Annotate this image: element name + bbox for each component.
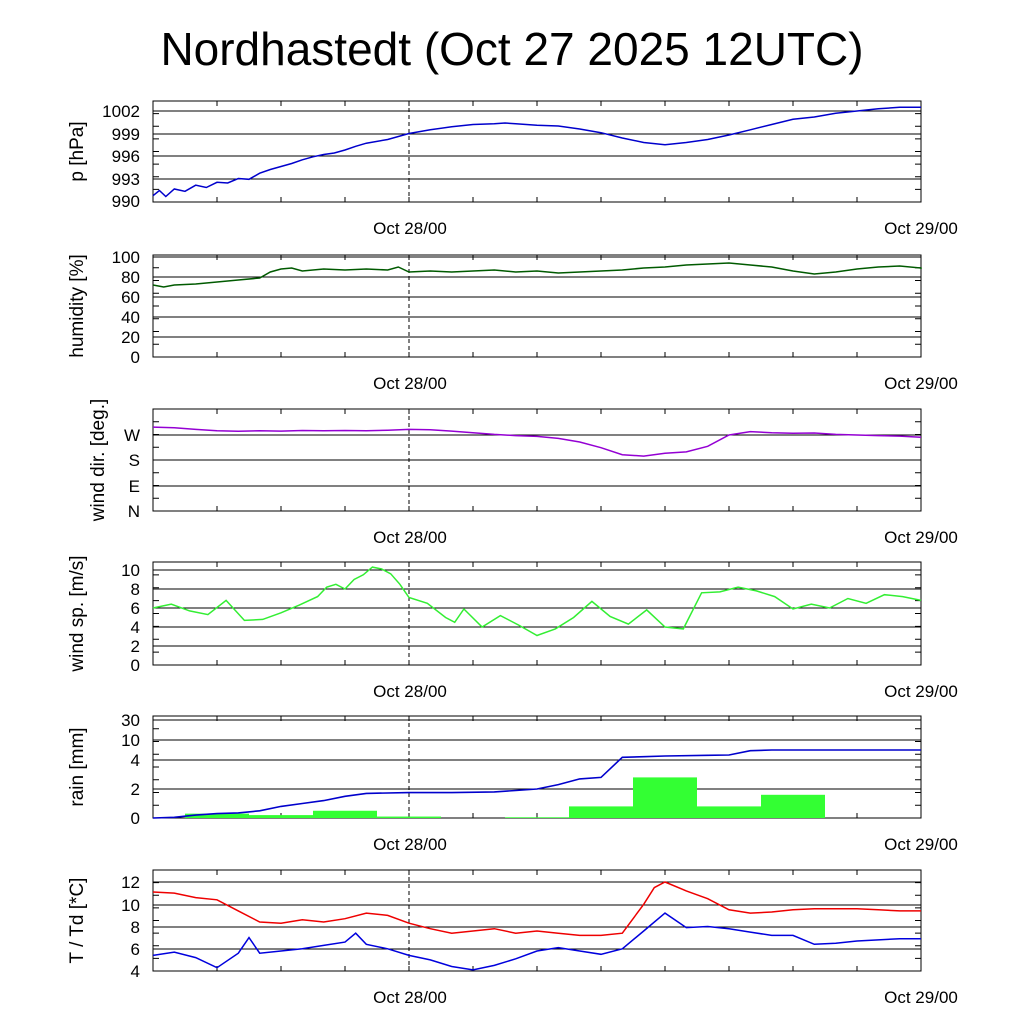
y-tick-label: 100 <box>112 248 140 267</box>
y-tick-label: 40 <box>121 308 140 327</box>
y-tick-label: 12 <box>121 873 140 892</box>
x-tick-label: Oct 29/00 <box>884 682 958 701</box>
y-tick-label: 20 <box>121 328 140 347</box>
chart-title: Nordhastedt (Oct 27 2025 12UTC) <box>160 23 864 75</box>
rain-bar <box>249 815 313 818</box>
y-axis-label: humidity [%] <box>67 254 88 357</box>
y-tick-label: 10 <box>121 731 140 750</box>
y-axis-label: p [hPa] <box>67 121 88 181</box>
y-tick-label: E <box>129 477 140 496</box>
y-tick-label: 4 <box>131 962 140 981</box>
rain-bar <box>633 777 697 818</box>
y-tick-label: 10 <box>121 561 140 580</box>
y-axis-label: T / Td [*C] <box>67 878 88 964</box>
series-line-0 <box>152 106 921 198</box>
y-tick-label: 4 <box>131 751 140 770</box>
series-line-0 <box>152 262 922 288</box>
rain-bar <box>569 806 633 818</box>
y-tick-label: 2 <box>131 637 140 656</box>
y-tick-label: S <box>129 451 140 470</box>
x-tick-label: Oct 28/00 <box>373 988 447 1007</box>
y-tick-label: 990 <box>112 192 140 211</box>
y-tick-label: W <box>124 426 140 445</box>
series-line-0 <box>152 881 921 937</box>
rain-bar <box>697 806 761 818</box>
rain-bar <box>313 810 377 818</box>
y-tick-label: 6 <box>131 940 140 959</box>
panel-frame <box>152 561 922 666</box>
rain-bar <box>761 794 825 818</box>
y-tick-label: 8 <box>131 580 140 599</box>
y-tick-label: 10 <box>121 896 140 915</box>
x-tick-label: Oct 28/00 <box>373 528 447 547</box>
y-tick-label: 0 <box>131 348 140 367</box>
y-tick-label: 4 <box>131 618 140 637</box>
series-line-0 <box>152 566 922 637</box>
panel-frame <box>152 869 922 972</box>
x-tick-label: Oct 28/00 <box>373 682 447 701</box>
x-tick-label: Oct 29/00 <box>884 835 958 854</box>
y-axis-label: wind dir. [deg.] <box>88 399 109 523</box>
y-tick-label: 999 <box>112 125 140 144</box>
series-line-1 <box>152 912 921 971</box>
x-tick-label: Oct 28/00 <box>373 219 447 238</box>
y-tick-label: 30 <box>121 711 140 730</box>
y-tick-label: N <box>128 502 140 521</box>
y-tick-label: 80 <box>121 268 140 287</box>
y-tick-label: 996 <box>112 147 140 166</box>
y-tick-label: 8 <box>131 918 140 937</box>
y-tick-label: 60 <box>121 288 140 307</box>
x-tick-label: Oct 28/00 <box>373 835 447 854</box>
y-tick-label: 6 <box>131 599 140 618</box>
y-tick-label: 0 <box>131 656 140 675</box>
rain-cumulative-line <box>152 749 921 819</box>
rain-bar <box>377 816 441 818</box>
x-tick-label: Oct 29/00 <box>884 219 958 238</box>
rain-bar <box>185 813 249 818</box>
series-line-0 <box>152 426 922 457</box>
rain-bar <box>505 817 569 818</box>
y-tick-label: 0 <box>131 809 140 828</box>
y-axis-label: rain [mm] <box>67 727 88 806</box>
y-tick-label: 1002 <box>102 102 140 121</box>
y-tick-label: 2 <box>131 780 140 799</box>
panel-frame <box>152 100 922 203</box>
x-tick-label: Oct 29/00 <box>884 528 958 547</box>
x-tick-label: Oct 28/00 <box>373 374 447 393</box>
y-axis-label: wind sp. [m/s] <box>67 555 88 672</box>
y-tick-label: 993 <box>112 170 140 189</box>
x-tick-label: Oct 29/00 <box>884 374 958 393</box>
x-tick-label: Oct 29/00 <box>884 988 958 1007</box>
